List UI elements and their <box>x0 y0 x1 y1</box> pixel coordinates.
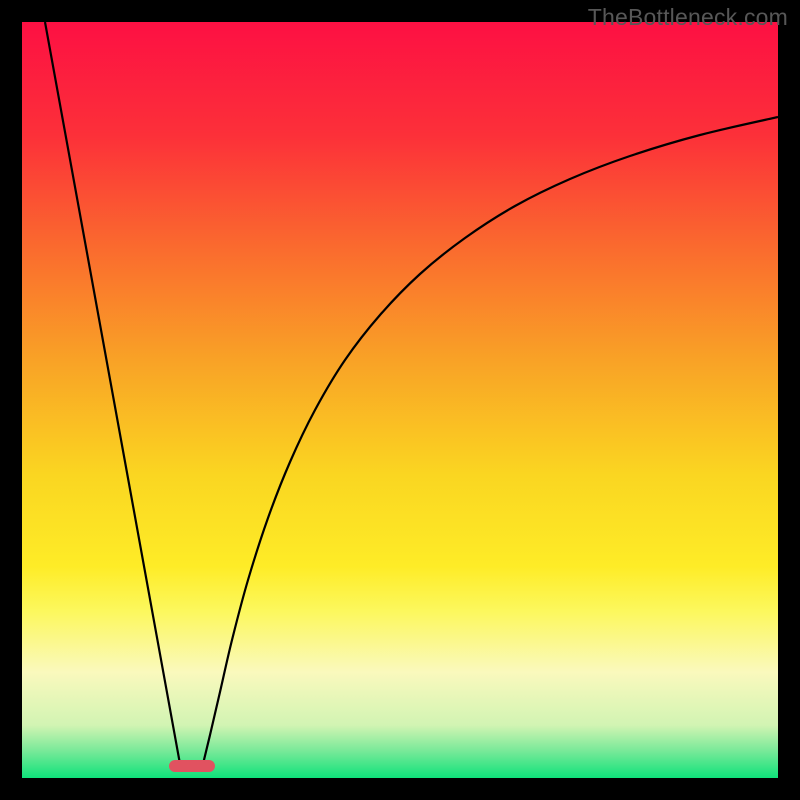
chart-container: TheBottleneck.com <box>0 0 800 800</box>
chart-svg <box>0 0 800 800</box>
optimal-marker <box>169 760 215 772</box>
watermark-text: TheBottleneck.com <box>588 4 788 31</box>
gradient-background <box>22 22 778 778</box>
